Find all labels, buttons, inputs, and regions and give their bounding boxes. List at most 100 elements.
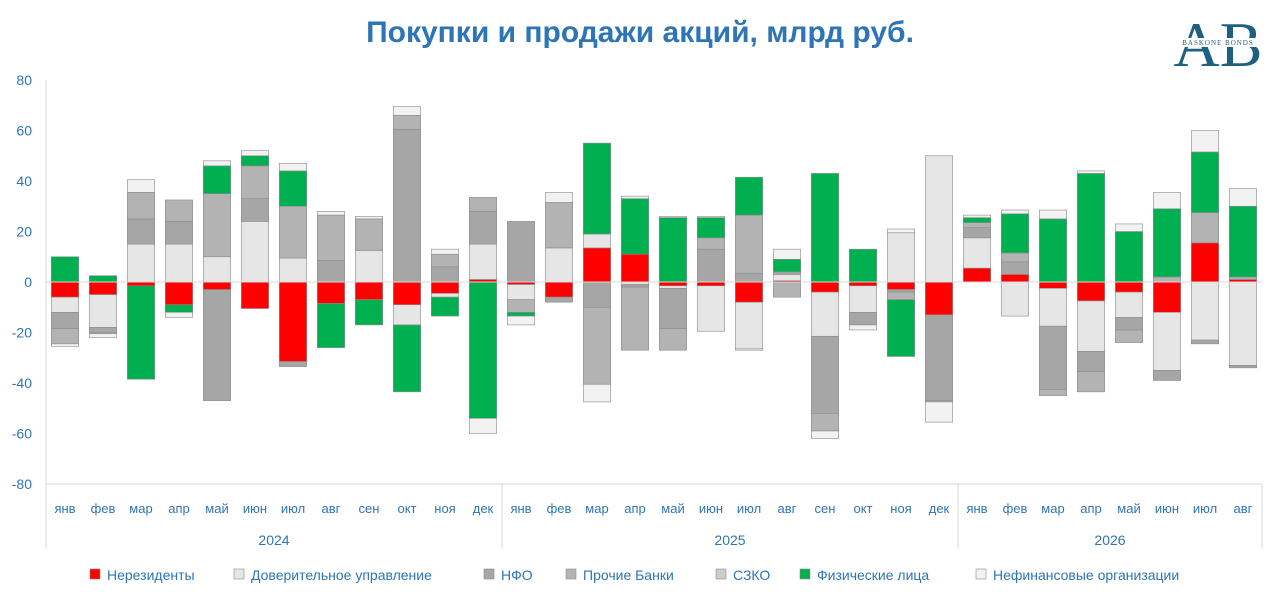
bar-segment-nonfin <box>317 211 345 216</box>
x-tick-label: июл <box>1193 501 1217 516</box>
bar-segment-nonfin <box>431 248 459 255</box>
y-tick-label: -20 <box>12 325 32 341</box>
bar-segment-phys <box>1115 231 1143 283</box>
bar-segment-phys <box>1039 218 1067 283</box>
y-tick-label: -80 <box>12 476 32 492</box>
bar-segment-nonres <box>431 281 459 294</box>
x-tick-label: ноя <box>890 501 911 516</box>
bar-segment-banks <box>1001 252 1029 263</box>
bar-segment-nonfin <box>51 343 79 347</box>
bar-segment-trust <box>659 285 687 289</box>
bar-segment-phys <box>1077 173 1105 283</box>
bar-segment-nonfin <box>735 348 763 351</box>
bar-segment-nonres <box>317 281 345 304</box>
y-tick-label: -60 <box>12 426 32 442</box>
bar-segment-banks <box>279 205 307 259</box>
bar-segment-npf <box>621 284 649 288</box>
bar-segment-nonres <box>963 267 991 283</box>
bar-segment-trust <box>1229 281 1257 366</box>
bar-segment-nonfin <box>393 106 421 116</box>
bar-segment-npf <box>1115 317 1143 331</box>
bar-segment-trust <box>127 243 155 283</box>
x-tick-label: окт <box>397 501 416 516</box>
x-tick-label: май <box>661 501 684 516</box>
bar-segment-phys <box>469 281 497 419</box>
legend-swatch-nonres <box>89 568 101 580</box>
bar-segment-nonfin <box>925 401 953 423</box>
x-tick-label: апр <box>1080 501 1102 516</box>
bar-segment-trust <box>735 301 763 350</box>
bar-segment-nonfin <box>1077 170 1105 174</box>
bar-segment-nonfin <box>583 383 611 403</box>
bar-segment-npf <box>203 289 231 401</box>
bar-segment-nonres <box>279 281 307 362</box>
bar-segment-nonfin <box>203 160 231 167</box>
bar-segment-phys <box>735 176 763 216</box>
bar-segment-phys <box>317 303 345 348</box>
bar-segment-banks <box>165 199 193 222</box>
bar-segment-npf <box>773 271 801 275</box>
bar-segment-trust <box>925 155 953 283</box>
bar-segment-phys <box>51 256 79 283</box>
chart-title: Покупки и продажи акций, млрд руб. <box>366 16 914 49</box>
bar-segment-npf <box>1039 325 1067 390</box>
bar-segment-nonfin <box>1191 130 1219 153</box>
bar-segment-npf <box>697 248 725 283</box>
y-tick-label: 60 <box>16 123 32 139</box>
x-tick-label: май <box>205 501 228 516</box>
x-tick-label: янв <box>966 501 987 516</box>
bar-segment-banks <box>545 202 573 249</box>
bar-segment-npf <box>165 221 193 245</box>
bar-segment-phys <box>203 165 231 194</box>
bar-segment-npf <box>1191 339 1219 345</box>
bar-segment-banks <box>1077 371 1105 393</box>
bar-segment-trust <box>507 284 535 300</box>
bar-segment-phys <box>393 324 421 393</box>
x-tick-label: фев <box>91 501 116 516</box>
y-tick-label: 20 <box>16 224 32 240</box>
bar-segment-banks <box>659 328 687 351</box>
bar-segment-phys <box>1153 208 1181 278</box>
bar-segment-phys <box>127 285 155 380</box>
y-tick-label: 80 <box>16 72 32 88</box>
bar-segment-banks <box>1115 329 1143 343</box>
bar-segment-npf <box>849 311 877 326</box>
x-tick-label: мар <box>129 501 152 516</box>
bar-segment-nonres <box>621 253 649 283</box>
x-tick-label: фев <box>1003 501 1028 516</box>
bar-segment-npf <box>89 327 117 333</box>
bar-segment-nonfin <box>127 179 155 193</box>
bar-segment-nonfin <box>469 418 497 434</box>
bar-segment-phys <box>1001 213 1029 254</box>
bar-segment-trust <box>393 304 421 326</box>
bar-segment-nonfin <box>849 324 877 331</box>
x-tick-label: июл <box>281 501 305 516</box>
bar-segment-banks <box>1191 212 1219 244</box>
bar-segment-nonres <box>1115 281 1143 293</box>
bar-segment-trust <box>1001 281 1029 317</box>
bar-segment-phys <box>279 170 307 207</box>
bar-segment-phys <box>89 275 117 283</box>
bar-segment-nonfin <box>507 315 535 326</box>
legend-swatch-phys <box>799 568 811 580</box>
bar-segment-nonres <box>127 281 155 287</box>
legend-swatch-banks <box>565 568 577 580</box>
bar-segment-nonfin <box>1153 192 1181 210</box>
bar-segment-banks <box>241 165 269 199</box>
bar-segment-trust <box>1191 281 1219 341</box>
x-tick-label: янв <box>510 501 531 516</box>
bar-segment-nonfin <box>355 216 383 220</box>
bar-segment-npf <box>659 288 687 330</box>
bar-segment-nonres <box>583 247 611 283</box>
bar-segment-nonfin <box>659 216 687 218</box>
bar-segment-nonfin <box>773 248 801 260</box>
bar-segment-npf <box>1153 370 1181 381</box>
bar-segment-nonfin <box>165 311 193 318</box>
bar-segment-banks <box>773 281 801 298</box>
bar-segment-nonres <box>89 281 117 295</box>
bar-segment-banks <box>963 222 991 229</box>
bar-segment-nonres <box>887 281 915 290</box>
bar-segment-nonfin <box>1001 209 1029 215</box>
bar-segment-npf <box>127 218 155 245</box>
bar-segment-npf <box>545 296 573 303</box>
